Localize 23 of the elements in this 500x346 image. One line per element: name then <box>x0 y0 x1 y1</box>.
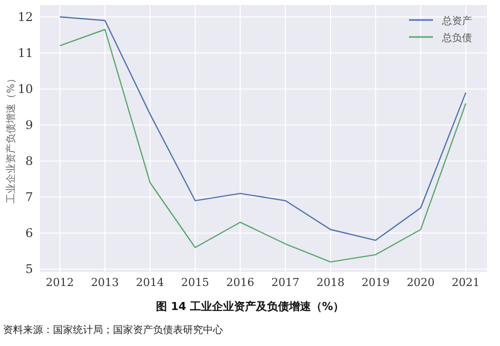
y-tick-label: 5 <box>25 262 33 276</box>
y-tick-label: 11 <box>18 46 33 60</box>
text: 图 14 工业企业资产及负债增速（%） <box>156 300 344 313</box>
x-tick-label: 2021 <box>452 276 480 289</box>
y-tick-label: 6 <box>25 226 33 240</box>
y-tick-label: 9 <box>25 118 33 132</box>
x-tick-label: 2015 <box>181 276 210 289</box>
x-tick-label: 2018 <box>316 276 344 289</box>
x-tick-label: 2014 <box>136 276 164 289</box>
y-tick-label: 8 <box>25 154 33 168</box>
y-tick-label: 12 <box>18 10 33 24</box>
x-tick-label: 2012 <box>46 276 74 289</box>
y-tick-label: 10 <box>18 82 33 96</box>
y-axis-title: 工业企业资产负债增速（%） <box>5 74 17 204</box>
legend-label: 总资产 <box>441 15 472 27</box>
text: 资料来源：国家统计局；国家资产负债表研究中心 <box>3 324 223 336</box>
x-tick-label: 2016 <box>226 276 254 289</box>
x-tick-label: 2019 <box>362 276 390 289</box>
x-tick-label: 2020 <box>406 276 435 289</box>
x-tick-label: 2017 <box>271 276 300 289</box>
x-tick-label: 2013 <box>90 276 119 289</box>
y-tick-label: 7 <box>25 190 33 204</box>
legend-label: 总负债 <box>441 32 472 44</box>
